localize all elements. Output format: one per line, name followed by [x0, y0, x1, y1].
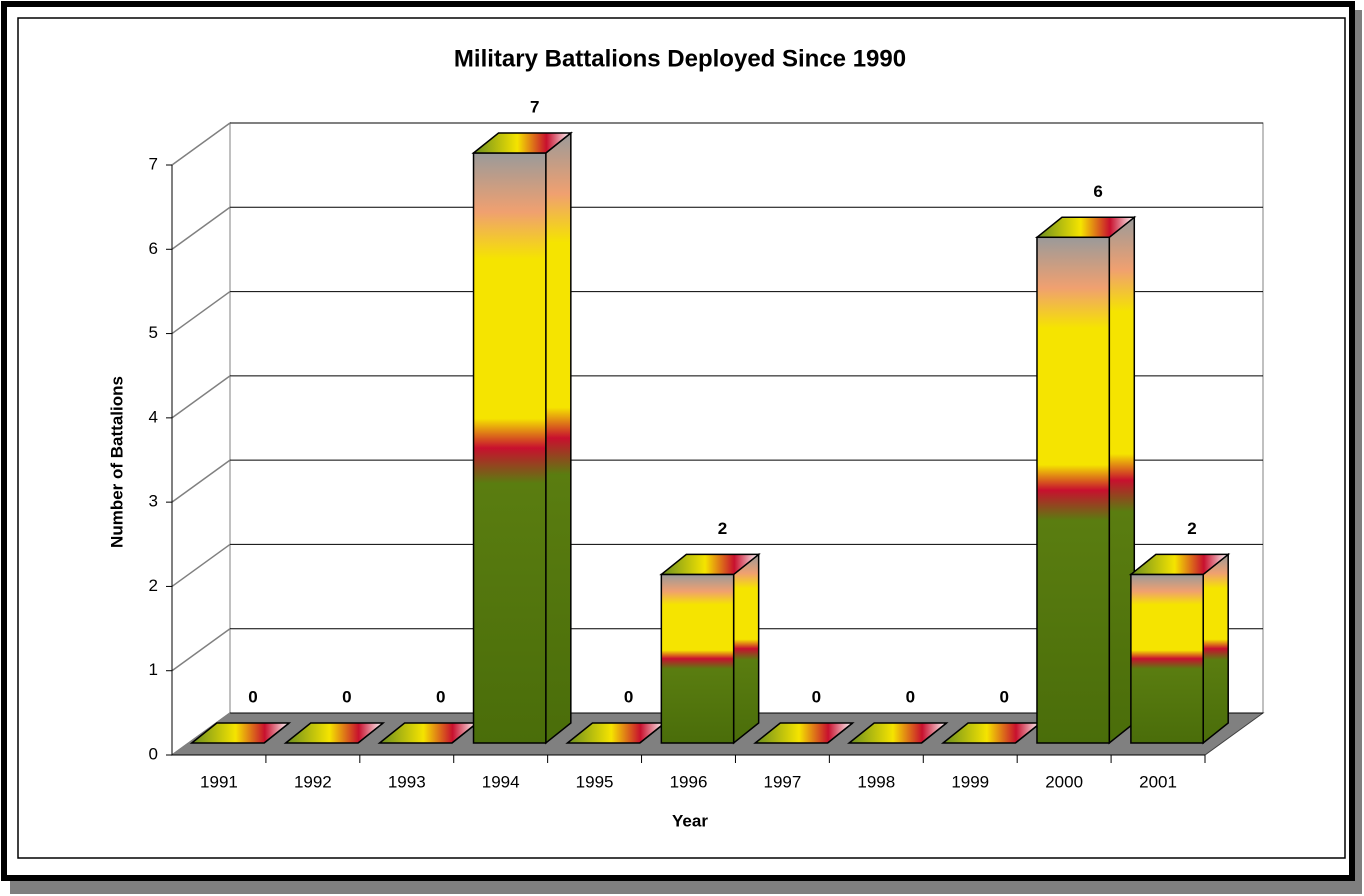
data-label: 7 [530, 97, 539, 116]
x-tick-label: 1997 [763, 772, 801, 791]
x-tick-label: 2001 [1139, 772, 1177, 791]
bar-top [753, 722, 855, 744]
bar [1130, 573, 1204, 744]
bar-top [283, 722, 386, 744]
data-label: 0 [248, 687, 257, 706]
bar [472, 152, 547, 744]
x-tick-label: 1991 [200, 772, 238, 791]
bar-group [471, 131, 573, 745]
x-tick-label: 1994 [482, 772, 520, 791]
x-tick-label: 1993 [388, 772, 426, 791]
side-grid-line [171, 290, 231, 335]
x-tick-label: 1996 [670, 772, 708, 791]
bar-group [753, 722, 855, 744]
inner-frame [17, 17, 1346, 859]
bar-side [1202, 552, 1229, 745]
data-label: 0 [906, 687, 915, 706]
y-tick-label: 1 [149, 660, 158, 679]
bar-group [283, 722, 386, 744]
bar-top [1034, 216, 1137, 239]
y-tick-label: 4 [149, 407, 158, 426]
side-grid-line [171, 122, 231, 166]
side-grid-line [171, 206, 231, 250]
y-tick-label: 7 [149, 154, 158, 173]
side-grid-line [171, 375, 231, 419]
y-tick-label: 2 [149, 576, 158, 595]
bar-side [732, 552, 760, 745]
data-label: 2 [1187, 519, 1196, 538]
data-label: 0 [342, 687, 351, 706]
bar-top [659, 553, 761, 576]
side-wall [171, 122, 231, 756]
x-tick-label: 1992 [294, 772, 332, 791]
y-axis-title: Number of Battalions [107, 376, 126, 548]
x-tick-label: 1999 [951, 772, 989, 791]
bar [660, 573, 735, 744]
x-tick-label: 1998 [857, 772, 895, 791]
data-label: 2 [718, 519, 727, 538]
y-tick-label: 0 [149, 744, 158, 763]
data-label: 0 [624, 687, 633, 706]
chart-title: Military Battalions Deployed Since 1990 [454, 45, 906, 72]
side-grid-line [171, 712, 231, 756]
bar-group [1034, 215, 1137, 745]
x-tick-label: 1995 [576, 772, 614, 791]
x-axis-title: Year [672, 811, 708, 830]
data-label: 0 [436, 687, 445, 706]
data-label: 6 [1093, 182, 1102, 201]
bar-top [471, 132, 573, 154]
side-grid-line [171, 628, 231, 672]
bar-side [545, 131, 572, 745]
data-label: 0 [999, 687, 1008, 706]
bar-top [189, 722, 292, 744]
bar-group [1128, 552, 1231, 745]
bar-top [847, 722, 949, 744]
bar-group [847, 722, 949, 744]
data-label: 0 [812, 687, 821, 706]
y-tick-label: 5 [149, 323, 158, 342]
y-tick-label: 3 [149, 492, 158, 511]
y-tick-label: 6 [149, 239, 158, 258]
plot-area: 0 1 2 3 4 5 6 7 1991 0 1992 0 1993 0 1994 7 1995 0 1996 2 19… [149, 97, 1265, 791]
side-grid-line [171, 459, 231, 503]
side-grid-line [171, 543, 231, 588]
bar [1036, 236, 1111, 744]
bar-top [1128, 553, 1231, 576]
x-tick-label: 2000 [1045, 772, 1083, 791]
bar-group [659, 552, 761, 745]
bar-group [189, 722, 292, 744]
